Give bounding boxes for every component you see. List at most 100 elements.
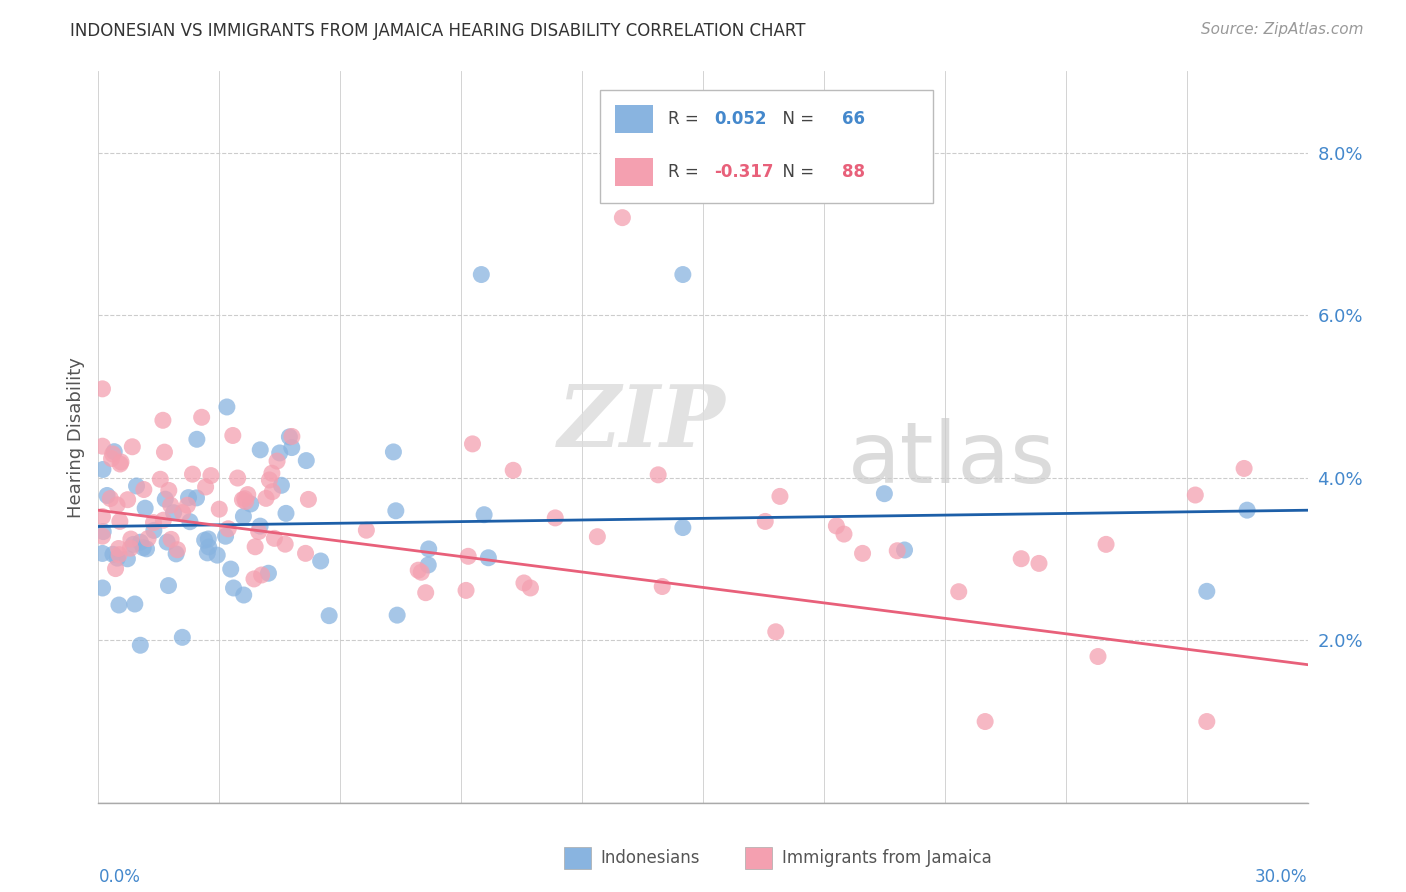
Point bbox=[91, 439, 114, 453]
Point bbox=[586, 530, 609, 544]
Point bbox=[281, 441, 304, 455]
Point bbox=[166, 542, 188, 557]
Point bbox=[155, 492, 177, 507]
Point bbox=[418, 558, 440, 572]
Point bbox=[263, 532, 285, 546]
Point bbox=[1195, 714, 1218, 729]
Point bbox=[672, 520, 695, 534]
Point bbox=[124, 597, 146, 611]
Point bbox=[214, 529, 236, 543]
Point bbox=[297, 492, 319, 507]
Bar bbox=[614, 158, 654, 186]
Point bbox=[974, 714, 997, 729]
Point bbox=[149, 472, 172, 486]
Point bbox=[270, 478, 292, 492]
Point bbox=[142, 516, 165, 530]
Text: -0.317: -0.317 bbox=[714, 163, 773, 181]
Point bbox=[176, 498, 198, 512]
Point bbox=[208, 502, 231, 516]
Point bbox=[269, 446, 291, 460]
Point bbox=[754, 515, 776, 529]
Point bbox=[117, 492, 139, 507]
Point bbox=[249, 442, 271, 457]
Point bbox=[101, 547, 124, 561]
Point bbox=[243, 540, 266, 554]
Point bbox=[519, 581, 541, 595]
Text: 0.0%: 0.0% bbox=[98, 868, 141, 886]
Point bbox=[385, 504, 408, 518]
Point bbox=[205, 548, 228, 562]
Point bbox=[236, 487, 259, 501]
Point bbox=[318, 608, 340, 623]
Point bbox=[129, 638, 152, 652]
Point bbox=[948, 584, 970, 599]
Point bbox=[233, 491, 256, 506]
Point bbox=[243, 572, 266, 586]
Point bbox=[159, 498, 181, 512]
Point bbox=[457, 549, 479, 564]
Point bbox=[281, 429, 304, 443]
Point bbox=[135, 541, 157, 556]
Point bbox=[266, 454, 288, 468]
Point bbox=[274, 507, 297, 521]
Point bbox=[91, 529, 114, 543]
Point bbox=[129, 535, 152, 549]
Point bbox=[91, 581, 114, 595]
Point bbox=[165, 547, 187, 561]
Point bbox=[651, 580, 673, 594]
Point bbox=[179, 515, 201, 529]
Point bbox=[385, 608, 408, 623]
Point bbox=[108, 457, 131, 471]
Point bbox=[172, 506, 194, 520]
Point bbox=[873, 486, 896, 500]
Point bbox=[120, 532, 142, 546]
Bar bbox=[614, 104, 654, 133]
Point bbox=[157, 483, 180, 498]
Point bbox=[612, 211, 634, 225]
Point bbox=[215, 400, 238, 414]
Text: ZIP: ZIP bbox=[558, 381, 725, 464]
Point bbox=[197, 532, 219, 546]
Text: Indonesians: Indonesians bbox=[600, 848, 700, 867]
Point bbox=[769, 489, 792, 503]
Point bbox=[513, 576, 536, 591]
Point bbox=[1236, 503, 1258, 517]
Point bbox=[121, 440, 143, 454]
Point bbox=[257, 566, 280, 581]
Point bbox=[477, 550, 499, 565]
Text: R =: R = bbox=[668, 110, 704, 128]
Point bbox=[278, 430, 301, 444]
Point bbox=[411, 566, 433, 580]
Point bbox=[472, 508, 495, 522]
Point bbox=[107, 541, 129, 556]
Point bbox=[156, 535, 179, 549]
Point bbox=[142, 524, 165, 538]
Point bbox=[382, 445, 405, 459]
Text: 30.0%: 30.0% bbox=[1256, 868, 1308, 886]
Point bbox=[136, 532, 159, 546]
Point bbox=[647, 467, 669, 482]
Point bbox=[502, 463, 524, 477]
Point bbox=[160, 533, 183, 547]
Point bbox=[91, 462, 114, 476]
Text: 0.052: 0.052 bbox=[714, 110, 766, 128]
Text: 66: 66 bbox=[842, 110, 865, 128]
Text: R =: R = bbox=[668, 163, 704, 181]
Point bbox=[418, 541, 440, 556]
Point bbox=[217, 522, 239, 536]
Point bbox=[219, 562, 242, 576]
Point bbox=[356, 523, 378, 537]
Point bbox=[260, 467, 283, 481]
Point bbox=[181, 467, 204, 482]
Point bbox=[232, 588, 254, 602]
Point bbox=[239, 497, 262, 511]
Point bbox=[153, 445, 176, 459]
Point bbox=[235, 494, 257, 508]
Point bbox=[91, 509, 114, 524]
Point bbox=[406, 563, 429, 577]
Point bbox=[152, 513, 174, 527]
Point bbox=[105, 498, 128, 512]
Point bbox=[132, 541, 155, 555]
Point bbox=[250, 568, 273, 582]
Point bbox=[765, 624, 787, 639]
